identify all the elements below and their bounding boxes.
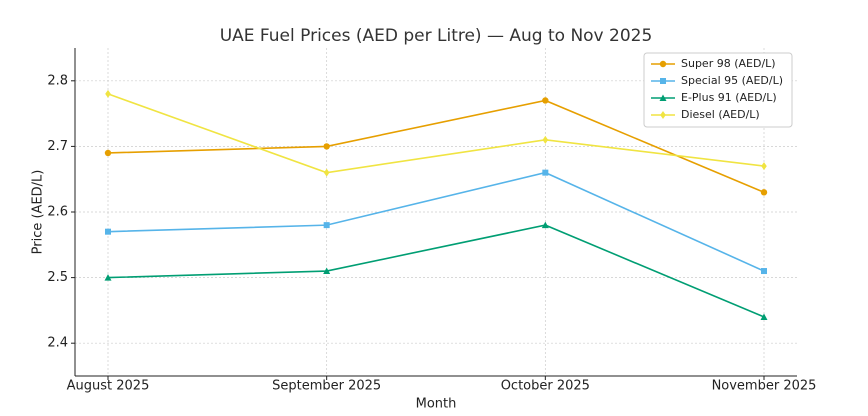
marker — [660, 78, 666, 84]
marker — [541, 221, 549, 229]
marker — [104, 274, 112, 281]
x-tick-label: October 2025 — [501, 379, 590, 394]
marker — [761, 162, 767, 171]
series-line — [107, 224, 765, 318]
legend-label: Diesel (AED/L) — [681, 108, 760, 121]
x-tick-label: November 2025 — [712, 379, 817, 394]
marker — [105, 228, 111, 235]
marker — [660, 111, 666, 119]
marker — [323, 267, 331, 275]
marker — [323, 143, 330, 150]
marker — [542, 169, 549, 176]
marker — [760, 313, 768, 320]
marker — [659, 60, 667, 68]
marker — [760, 189, 768, 196]
x-tick-label: September 2025 — [272, 379, 381, 394]
legend-label: Super 98 (AED/L) — [681, 57, 776, 70]
marker — [323, 222, 330, 229]
y-tick-label: 2.4 — [47, 336, 68, 351]
legend-label: Special 95 (AED/L) — [681, 74, 783, 87]
marker — [542, 135, 549, 144]
y-tick-label: 2.6 — [47, 205, 68, 220]
series-line — [107, 99, 765, 194]
legend-label: E-Plus 91 (AED/L) — [681, 91, 777, 104]
legend-box — [643, 52, 793, 128]
y-tick-label: 2.7 — [47, 139, 68, 154]
y-tick-label: 2.8 — [47, 73, 68, 88]
marker — [104, 149, 112, 157]
y-tick-label: 2.5 — [47, 270, 68, 285]
x-axis-label: Month — [416, 397, 457, 412]
series-line — [107, 93, 765, 174]
x-tick-label: August 2025 — [67, 379, 150, 394]
legend: Super 98 (AED/L) Special 95 (AED/L) E-Plus… — [643, 52, 793, 128]
chart-title: UAE Fuel Prices (AED per Litre) — Aug to… — [220, 26, 653, 46]
marker — [542, 97, 549, 104]
marker — [105, 89, 111, 98]
series-line — [107, 171, 765, 272]
marker — [761, 268, 767, 275]
marker — [659, 94, 667, 101]
y-axis-label: Price (AED/L) — [31, 170, 46, 255]
marker — [323, 168, 330, 177]
